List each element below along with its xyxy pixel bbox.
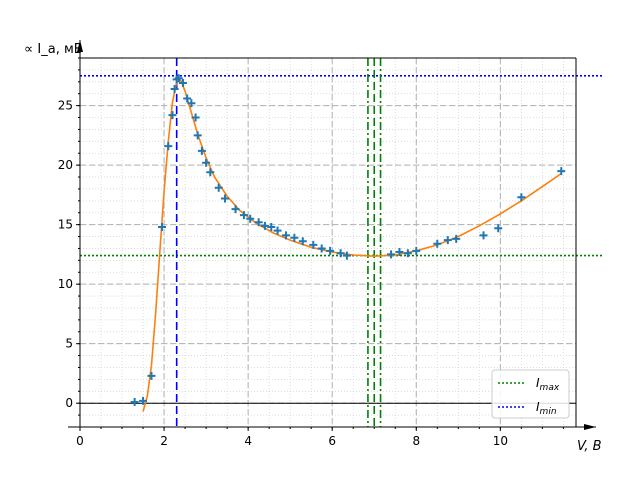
data-point xyxy=(254,218,263,227)
data-point xyxy=(267,223,276,232)
legend: Imax Imin xyxy=(491,369,570,419)
x-axis-label: V, B xyxy=(577,439,602,454)
data-point xyxy=(191,113,200,122)
data-point xyxy=(317,244,326,253)
data-point xyxy=(183,94,192,103)
data-point xyxy=(309,240,318,249)
data-point xyxy=(130,398,139,407)
data-point xyxy=(157,223,166,232)
data-point xyxy=(164,142,173,151)
data-point xyxy=(517,193,526,202)
data-point xyxy=(557,167,566,176)
data-point xyxy=(221,194,230,203)
data-point xyxy=(281,231,290,240)
y-axis-label: ∝ I_a, мВ xyxy=(24,42,83,57)
data-point xyxy=(433,239,442,248)
data-point xyxy=(197,146,206,155)
legend-label: Imax xyxy=(536,376,560,393)
data-point xyxy=(147,371,156,380)
data-point xyxy=(403,249,412,258)
data-point xyxy=(206,168,215,177)
data-point xyxy=(326,246,335,255)
y-tick-label: 25 xyxy=(58,99,73,113)
x-axis-arrow xyxy=(584,424,596,430)
x-tick-label: 0 xyxy=(76,434,84,448)
data-point xyxy=(193,131,202,140)
data-point xyxy=(187,99,196,108)
y-tick-label: 5 xyxy=(65,337,73,351)
data-point xyxy=(412,246,421,255)
y-axis-arrow xyxy=(77,40,83,52)
y-tick-label: 0 xyxy=(65,396,73,410)
data-point xyxy=(170,84,179,93)
x-tick-label: 8 xyxy=(412,434,420,448)
data-point xyxy=(273,226,282,235)
data-point xyxy=(202,158,211,167)
data-point xyxy=(239,211,248,220)
data-point xyxy=(168,111,177,120)
x-tick-label: 10 xyxy=(493,434,508,448)
x-tick-label: 4 xyxy=(244,434,252,448)
data-point xyxy=(387,250,396,259)
data-point xyxy=(443,236,452,245)
data-point xyxy=(342,251,351,260)
axis-labels: ∝ I_a, мВ V, B xyxy=(24,42,602,454)
data-series xyxy=(130,74,566,412)
data-point xyxy=(298,237,307,246)
data-point xyxy=(231,205,240,214)
data-point xyxy=(494,224,503,233)
axes: 0 2 4 6 8 10 0 5 10 15 20 25 xyxy=(58,40,596,448)
data-point xyxy=(290,233,299,242)
y-tick-label: 20 xyxy=(58,158,73,172)
data-point xyxy=(174,74,183,83)
data-point xyxy=(260,221,269,230)
legend-label: Imin xyxy=(536,400,557,417)
y-tick-label: 10 xyxy=(58,277,73,291)
data-point xyxy=(178,78,187,87)
x-tick-label: 2 xyxy=(160,434,168,448)
data-point xyxy=(214,183,223,192)
data-point xyxy=(139,396,148,405)
y-tick-label: 15 xyxy=(58,218,73,232)
data-point xyxy=(452,234,461,243)
data-point xyxy=(246,214,255,223)
data-point xyxy=(336,249,345,258)
x-tick-label: 6 xyxy=(328,434,336,448)
data-point xyxy=(479,231,488,240)
legend-box xyxy=(491,369,570,419)
data-point xyxy=(395,248,404,257)
